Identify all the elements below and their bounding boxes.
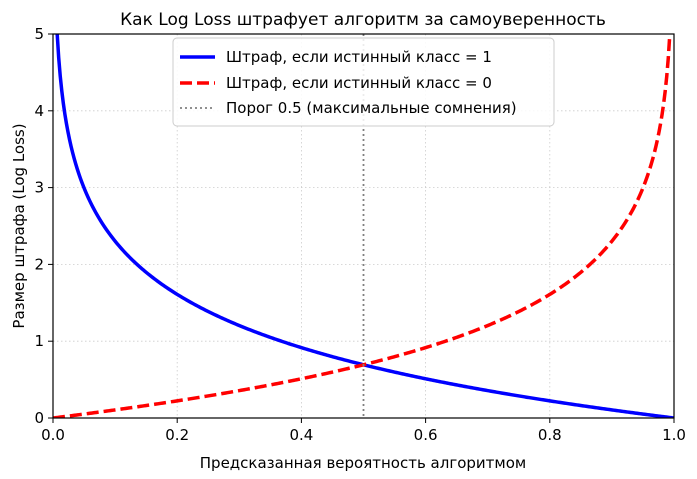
curve-class-0	[53, 34, 672, 418]
y-tick-label: 0	[34, 409, 44, 427]
legend: Штраф, если истинный класс = 1 Штраф, ес…	[172, 37, 555, 127]
y-tick-label: 5	[34, 25, 44, 43]
plot-frame	[52, 33, 675, 419]
legend-label-class1: Штраф, если истинный класс = 1	[226, 48, 492, 66]
y-axis-label: Размер штрафа (Log Loss)	[10, 123, 28, 328]
y-tick-label: 2	[34, 255, 44, 273]
legend-label-class0: Штраф, если истинный класс = 0	[226, 74, 492, 92]
x-tick-label: 0.0	[41, 426, 65, 444]
data-series	[53, 34, 674, 418]
y-tick-label: 3	[34, 179, 44, 197]
legend-label-threshold: Порог 0.5 (максимальные сомнения)	[226, 99, 517, 117]
x-tick-label: 0.8	[538, 426, 562, 444]
x-tick-label: 0.2	[165, 426, 189, 444]
x-tick-label: 1.0	[662, 426, 686, 444]
y-axis-ticks: 0 1 2 3 4 5	[34, 25, 53, 427]
y-tick-label: 1	[34, 332, 44, 350]
x-axis-label: Предсказанная вероятность алгоритмом	[200, 454, 526, 472]
chart-title: Как Log Loss штрафует алгоритм за самоув…	[120, 10, 606, 30]
x-tick-label: 0.6	[414, 426, 438, 444]
y-tick-label: 4	[34, 102, 44, 120]
x-tick-label: 0.4	[289, 426, 313, 444]
x-axis-ticks: 0.0 0.2 0.4 0.6 0.8 1.0	[41, 418, 686, 444]
legend-box	[172, 37, 555, 127]
